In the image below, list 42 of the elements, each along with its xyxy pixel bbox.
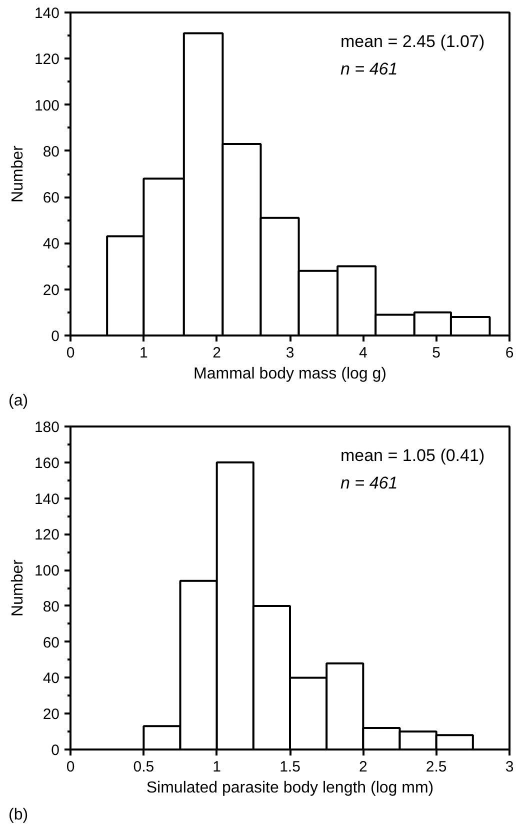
y-tick-label: 80: [42, 143, 60, 160]
x-tick-label: 0: [66, 344, 75, 362]
y-tick-label: 60: [42, 190, 60, 207]
x-tick-label: 6: [505, 344, 514, 362]
x-tick-label: 3: [505, 758, 514, 776]
y-axis-title: Number: [9, 558, 26, 616]
x-tick-label: 2: [212, 344, 222, 362]
annotation: n = 461: [340, 473, 398, 492]
y-tick-label: 120: [34, 526, 60, 544]
y-tick-label: 100: [34, 562, 60, 580]
y-tick-label: 40: [42, 236, 60, 253]
y-tick-label: 20: [42, 282, 60, 299]
y-tick-label: 0: [51, 742, 60, 759]
y-tick-label: 80: [42, 598, 60, 616]
y-tick-label: 140: [34, 490, 60, 508]
y-tick-label: 100: [34, 97, 60, 114]
annotation: mean = 1.05 (0.41): [340, 446, 485, 465]
x-tick-label: 1: [212, 758, 222, 776]
annotation: mean = 2.45 (1.07): [340, 32, 485, 51]
y-tick-label: 160: [34, 454, 60, 472]
y-tick-label: 120: [34, 51, 60, 68]
text: (b): [8, 806, 28, 824]
x-tick-label: 1.5: [280, 758, 300, 776]
x-tick-label: 1: [139, 344, 148, 362]
y-tick-label: 60: [42, 634, 60, 652]
x-tick-label: 3: [286, 344, 294, 362]
y-tick-label: 180: [34, 419, 60, 436]
x-axis-title: Mammal body mass (log g): [194, 366, 386, 382]
x-tick-label: 4: [358, 344, 368, 362]
x-axis-title: Simulated parasite body length (log mm): [146, 780, 434, 796]
x-tick-label: 0.5: [133, 758, 154, 776]
y-tick-label: 40: [42, 670, 60, 688]
y-tick-label: 20: [42, 706, 60, 724]
x-tick-label: 0: [66, 758, 75, 776]
x-tick-label: 5: [432, 344, 441, 362]
x-tick-label: 2: [358, 758, 368, 776]
y-axis-title: Number: [9, 144, 26, 202]
annotation: n = 461: [340, 59, 398, 78]
x-tick-label: 2.5: [426, 758, 447, 776]
text: (a): [8, 392, 28, 410]
y-tick-label: 0: [51, 328, 60, 345]
y-tick-label: 140: [34, 5, 60, 22]
